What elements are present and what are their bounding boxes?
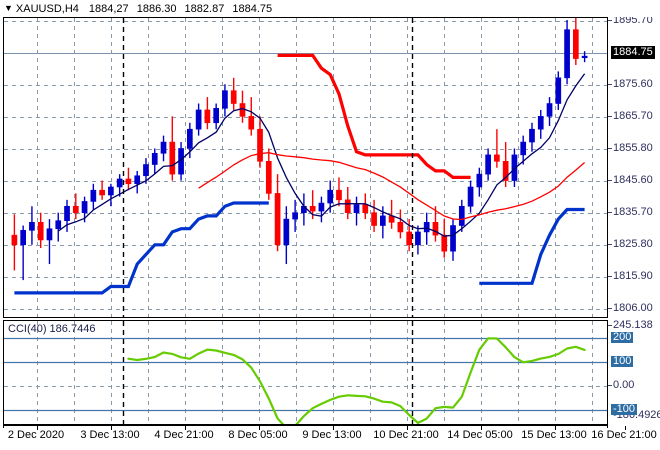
cci-panel[interactable] <box>3 320 608 425</box>
time-tick-mark <box>185 426 186 430</box>
price-tick-label: 1845.60 <box>608 174 653 186</box>
time-tick-mark <box>555 426 556 430</box>
time-tick-mark <box>111 426 112 430</box>
price-tick-label: 1825.80 <box>608 238 653 250</box>
price-tick-label: 1806.00 <box>608 302 653 314</box>
time-axis-rail <box>3 425 626 430</box>
time-axis: 2 Dec 2020 3 Dec 13:00 4 Dec 21:00 8 Dec 05… <box>0 429 660 450</box>
cci-min-label: -186.4926 <box>613 409 660 421</box>
time-tick-label: 4 Dec 21:00 <box>154 429 214 441</box>
cci-level-label: 100 <box>611 355 634 367</box>
ohlc-low: 1882.87 <box>184 2 225 15</box>
cci-plot-area[interactable] <box>4 321 607 424</box>
time-tick-mark <box>37 426 38 430</box>
time-tick-label: 16 Dec 21:00 <box>591 429 657 441</box>
ohlc-close: 1884.75 <box>232 2 273 15</box>
cci-zero-label: 0.00 <box>607 379 635 391</box>
cci-max-label: 245.138 <box>608 319 653 331</box>
price-panel[interactable] <box>3 17 608 318</box>
time-tick-label: 9 Dec 13:00 <box>302 429 362 441</box>
symbol-period-label: XAUUSD,H4 <box>15 2 79 15</box>
time-tick-mark <box>407 426 408 430</box>
ohlc-open: 1884,27 <box>88 2 129 15</box>
price-tick-label: 1835.70 <box>608 206 653 218</box>
price-tick-label: 1875.60 <box>608 78 653 90</box>
cci-axis[interactable]: 245.138 200 100 -100 0.00 -186.4926 <box>607 319 660 425</box>
time-tick-label: 10 Dec 21:00 <box>373 429 439 441</box>
chevron-down-icon[interactable]: ▼ <box>4 3 13 13</box>
time-tick-label: 8 Dec 05:00 <box>228 429 288 441</box>
price-tick-label: 1855.80 <box>608 142 653 154</box>
time-tick-mark <box>333 426 334 430</box>
price-axis[interactable]: 1895.70 1875.60 1865.70 1855.80 1845.60 1835.… <box>608 14 660 318</box>
time-tick-mark <box>259 426 260 430</box>
price-tick-label: 1865.70 <box>608 110 653 122</box>
current-price-badge: 1884.75 <box>611 46 655 59</box>
time-tick-label: 2 Dec 2020 <box>7 429 65 441</box>
cci-level-label: -100 <box>611 403 638 415</box>
price-plot-area[interactable] <box>4 18 607 317</box>
time-tick-label: 15 Dec 13:00 <box>521 429 587 441</box>
chart-header: ▼ XAUUSD,H4 1884,27 1886.30 1882.87 1884… <box>0 0 660 17</box>
time-tick-mark <box>625 426 626 430</box>
time-tick-label: 14 Dec 05:00 <box>447 429 513 441</box>
price-tick-label: 1895.70 <box>608 14 653 26</box>
cci-title-label: CCI(40) 186.7446 <box>8 323 96 335</box>
cci-level-label: 200 <box>611 331 634 343</box>
time-tick-label: 3 Dec 13:00 <box>80 429 140 441</box>
ohlc-high: 1886.30 <box>136 2 177 15</box>
time-tick-mark <box>481 426 482 430</box>
ohlc-readout: 1884,27 1886.30 1882.87 1884.75 <box>89 3 277 15</box>
price-tick-label: 1815.90 <box>608 270 653 282</box>
